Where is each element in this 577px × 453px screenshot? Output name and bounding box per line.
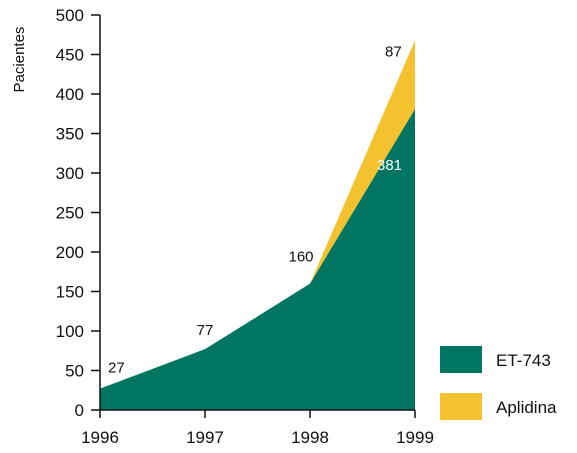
y-tick-label: 400 (56, 85, 84, 104)
data-label-aplidina: 87 (385, 43, 402, 60)
x-axis-ticks: 1996 1997 1998 1999 (81, 410, 434, 447)
x-tick-label: 1997 (186, 428, 224, 447)
y-tick-label: 250 (56, 204, 84, 223)
y-tick-label: 0 (75, 401, 84, 420)
y-tick-label: 50 (65, 362, 84, 381)
y-tick-label: 100 (56, 322, 84, 341)
data-label-et743: 160 (288, 249, 313, 266)
legend: ET-743 Aplidina (440, 346, 557, 420)
y-axis-title: Pacientes (11, 27, 28, 93)
data-label-et743: 381 (377, 157, 402, 174)
legend-swatch-aplidina (440, 393, 482, 420)
legend-swatch-et-743 (440, 346, 482, 373)
series-areas (100, 40, 415, 410)
y-tick-label: 500 (56, 6, 84, 25)
data-label-et743: 27 (108, 360, 125, 377)
y-axis-ticks: 0 50 100 150 200 250 300 350 400 450 500 (56, 6, 100, 420)
y-tick-label: 300 (56, 164, 84, 183)
legend-label: ET-743 (496, 351, 551, 370)
x-tick-label: 1999 (396, 428, 434, 447)
y-tick-label: 150 (56, 283, 84, 302)
y-tick-label: 350 (56, 125, 84, 144)
legend-label: Aplidina (496, 398, 557, 417)
data-labels: 27 77 160 381 87 (108, 43, 402, 376)
x-tick-label: 1996 (81, 428, 119, 447)
area-series-et-743 (100, 109, 415, 410)
x-tick-label: 1998 (291, 428, 329, 447)
y-tick-label: 200 (56, 243, 84, 262)
data-label-et743: 77 (197, 322, 214, 339)
y-tick-label: 450 (56, 46, 84, 65)
